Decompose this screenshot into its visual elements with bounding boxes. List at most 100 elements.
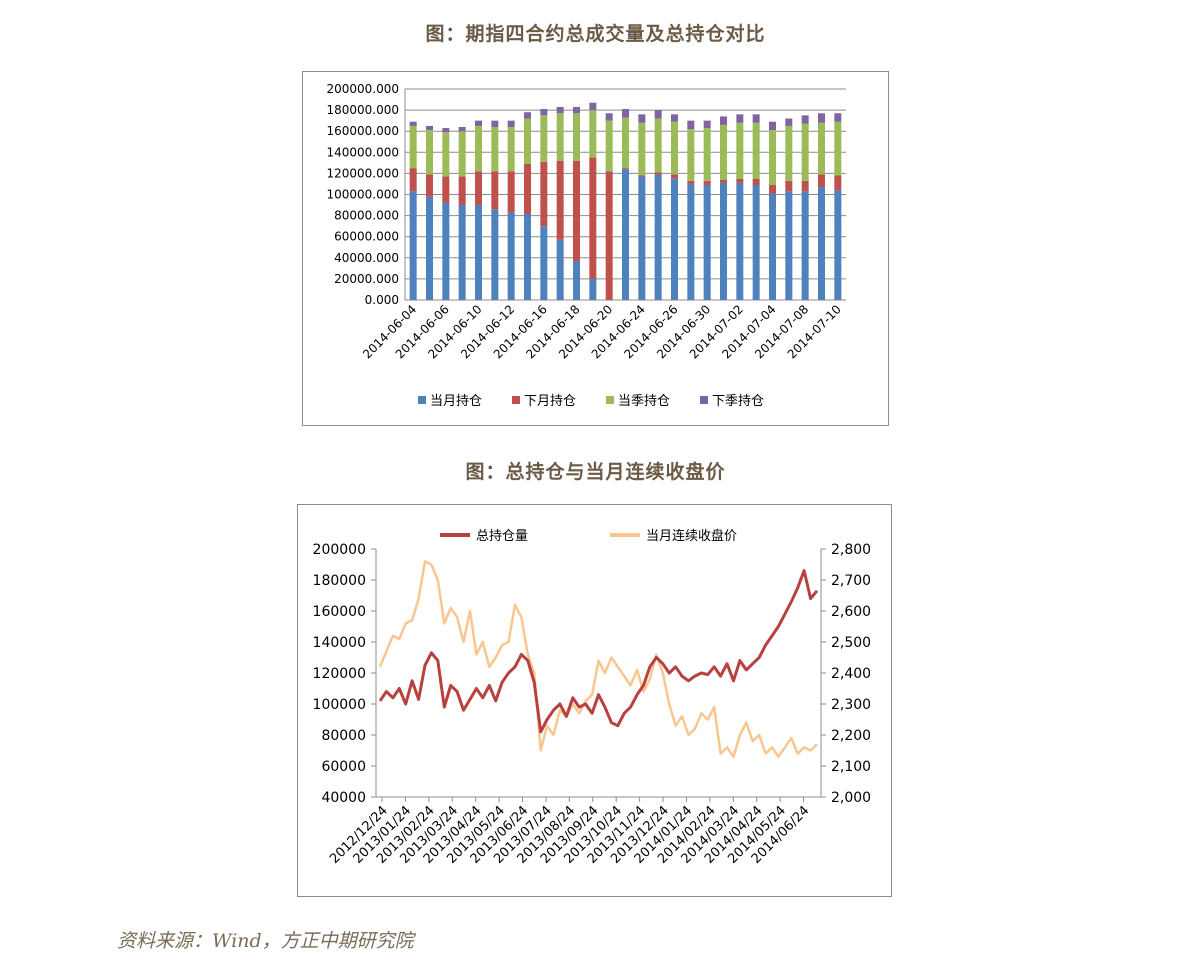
bar-1	[491, 209, 499, 300]
y-tick-label: 100000.000	[326, 188, 399, 202]
bar-4	[426, 125, 433, 131]
left-y-tick-label: 140000	[313, 635, 366, 651]
bar-4	[573, 106, 580, 114]
bar-3	[605, 120, 613, 172]
y-tick-label: 40000.000	[334, 251, 399, 265]
bar-4	[442, 128, 450, 133]
bar-3	[736, 122, 744, 179]
source-note: 资料来源：Wind，方正中期研究院	[117, 930, 414, 952]
bar-4	[785, 118, 793, 126]
bar-4	[752, 114, 760, 123]
bar-3	[769, 130, 776, 186]
bar-1	[818, 187, 825, 300]
bar-2	[605, 171, 613, 300]
left-y-tick-label: 100000	[313, 697, 366, 713]
bar-3	[426, 130, 433, 175]
bar-4	[556, 106, 564, 114]
bar-2	[458, 176, 466, 206]
bar-4	[736, 114, 744, 123]
bar-2	[556, 160, 564, 240]
bar-1	[556, 239, 564, 300]
y-tick-label: 0.000	[365, 293, 399, 307]
bar-1	[426, 196, 433, 300]
bar-3	[442, 132, 450, 177]
bar-4	[687, 120, 695, 130]
legend-label: 当月持仓	[430, 394, 482, 409]
bar-2	[540, 161, 548, 227]
bar-2	[442, 176, 450, 203]
bar-1	[638, 176, 646, 300]
left-y-tick-label: 180000	[313, 573, 366, 589]
legend-label: 下季持仓	[712, 394, 764, 409]
bar-2	[426, 174, 433, 197]
legend-swatch	[606, 396, 614, 404]
bar-2	[589, 157, 597, 279]
y-tick-label: 60000.000	[334, 230, 399, 244]
bar-2	[720, 179, 727, 183]
bar-1	[654, 174, 662, 300]
right-y-tick-label: 2,100	[831, 759, 871, 775]
bar-3	[573, 113, 580, 161]
bar-1	[769, 193, 776, 300]
legend-swatch	[700, 396, 708, 404]
bar-2	[752, 178, 760, 186]
bar-4	[622, 109, 629, 118]
bar-1	[834, 190, 842, 300]
bar-3	[752, 122, 760, 179]
bar-1	[801, 191, 809, 300]
bar-1	[524, 213, 531, 300]
y-tick-label: 80000.000	[334, 209, 399, 223]
bar-4	[703, 120, 711, 129]
bar-3	[475, 125, 482, 172]
bar-2	[573, 160, 580, 261]
bar-4	[507, 120, 515, 127]
bar-1	[736, 182, 744, 300]
right-y-tick-label: 2,400	[831, 666, 871, 682]
left-y-tick-label: 160000	[313, 604, 366, 620]
bar-2	[622, 168, 629, 170]
left-y-tick-label: 60000	[321, 759, 366, 775]
bar-3	[638, 122, 646, 176]
bar-1	[507, 212, 515, 300]
bar-3	[834, 121, 842, 176]
bar-4	[540, 109, 548, 116]
bar-4	[654, 110, 662, 119]
bar-3	[720, 124, 727, 180]
series-line-2	[378, 560, 818, 758]
bar-2	[769, 185, 776, 194]
bar-4	[524, 112, 531, 119]
bar-1	[409, 191, 417, 300]
bar-3	[801, 123, 809, 181]
stacked-bar-chart: 0.000 20000.000 40000.000 60000.000 80000.00…	[326, 82, 846, 409]
legend-swatch	[512, 396, 520, 404]
bar-3	[785, 125, 793, 181]
y-tick-label: 140000.000	[326, 145, 399, 159]
bar-2	[703, 180, 711, 186]
bar-4	[671, 114, 678, 122]
bar-2	[785, 180, 793, 192]
bar-2	[736, 178, 744, 183]
legend-label: 当月连续收盘价	[646, 528, 737, 544]
legend-label: 总持仓量	[476, 529, 528, 544]
bar-4	[720, 116, 727, 125]
right-y-tick-label: 2,800	[831, 542, 871, 558]
bar-1	[540, 226, 548, 300]
bar-3	[507, 126, 515, 172]
bar-2	[507, 171, 515, 213]
bar-3	[409, 125, 417, 169]
bar-1	[671, 178, 678, 300]
bar-4	[605, 113, 613, 121]
bar-2	[687, 180, 695, 184]
bar-2	[638, 175, 646, 177]
bar-2	[491, 171, 499, 210]
bar-1	[589, 278, 597, 300]
y-tick-label: 20000.000	[334, 272, 399, 286]
left-y-tick-label: 80000	[321, 728, 366, 744]
y-tick-label: 180000.000	[326, 103, 399, 117]
bar-2	[671, 174, 678, 179]
bar-4	[409, 121, 417, 126]
bar-3	[556, 113, 564, 161]
bar-3	[703, 128, 711, 181]
bar-1	[442, 202, 450, 300]
chart2-frame: 40000 60000 80000 100000 120000 140000 160000 1…	[297, 504, 892, 897]
